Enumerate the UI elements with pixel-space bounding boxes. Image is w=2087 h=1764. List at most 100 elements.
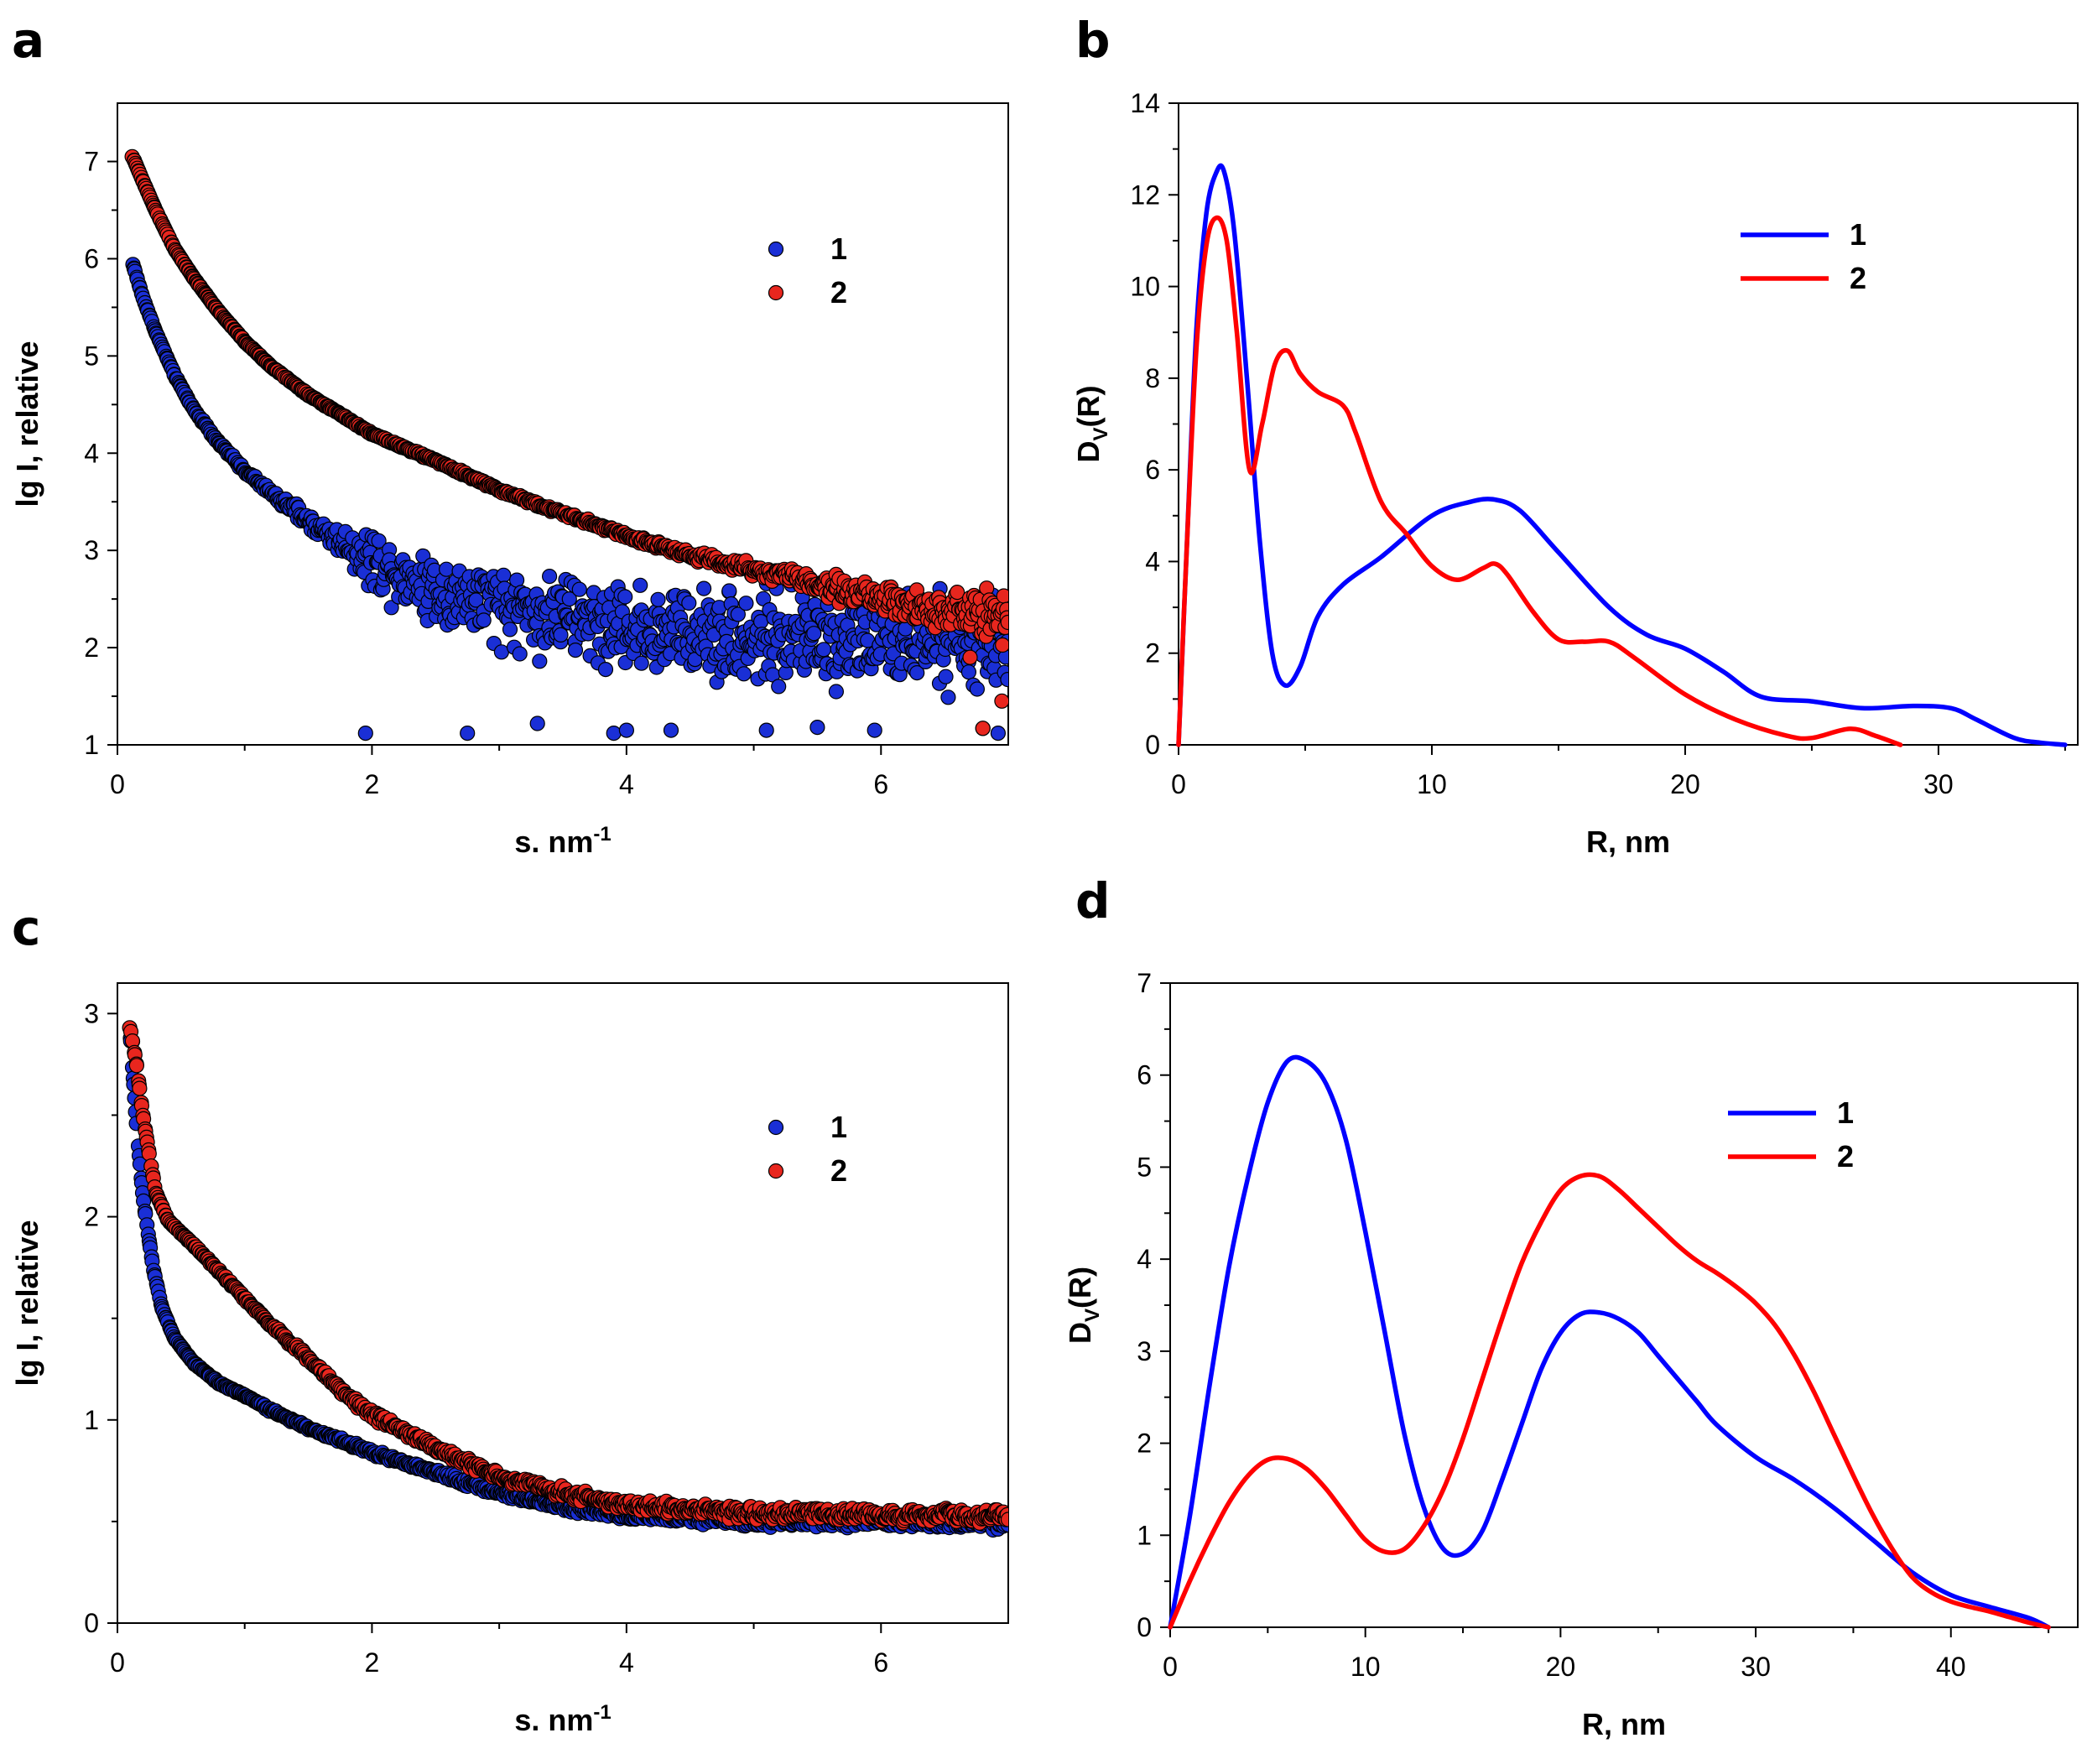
data-point-outlier <box>962 649 978 665</box>
data-point <box>632 577 648 593</box>
y-tick-label: 12 <box>1130 180 1160 210</box>
y-tick-label: 0 <box>84 1608 99 1638</box>
legend: 12 <box>768 1110 847 1188</box>
legend: 12 <box>1728 1095 1854 1173</box>
x-tick-label: 40 <box>1936 1652 1966 1682</box>
y-tick-label: 4 <box>1137 1244 1152 1274</box>
data-point-outlier <box>618 722 635 738</box>
x-tick-label: 0 <box>110 1647 125 1678</box>
data-point <box>736 666 752 682</box>
y-axis-label: DV(R) <box>1071 386 1112 463</box>
data-point-outlier <box>758 722 774 738</box>
y-tick-label: 6 <box>1137 1060 1152 1090</box>
data-point <box>771 679 787 695</box>
legend-marker-2 <box>768 1163 784 1179</box>
data-point <box>617 589 633 605</box>
y-tick-label: 3 <box>84 998 99 1028</box>
y-tick-label: 5 <box>84 341 99 371</box>
data-point <box>438 561 455 577</box>
data-point <box>960 664 977 680</box>
x-tick-label: 2 <box>365 1647 380 1678</box>
data-point <box>532 653 548 669</box>
legend-label-1: 1 <box>1837 1095 1854 1130</box>
x-tick-label: 6 <box>873 769 888 799</box>
x-tick-label: 30 <box>1923 769 1954 799</box>
y-tick-label: 7 <box>1137 968 1152 998</box>
plot-frame <box>1169 982 2079 1628</box>
data-point <box>1000 614 1008 631</box>
series-line-2 <box>1176 215 1903 747</box>
plot-area <box>124 148 1008 742</box>
data-point-outlier <box>975 721 991 736</box>
data-point-outlier <box>994 693 1008 709</box>
data-point-outlier <box>867 722 882 738</box>
data-point <box>806 626 822 642</box>
data-point <box>371 533 387 549</box>
data-point <box>969 681 986 697</box>
y-tick-label: 5 <box>1137 1152 1152 1182</box>
panel-letter-d: d <box>1075 872 1111 929</box>
x-tick-label: 0 <box>1171 769 1186 799</box>
plot-frame <box>1178 102 2079 746</box>
data-point <box>752 613 769 630</box>
x-tick-label: 0 <box>110 769 125 799</box>
data-point <box>940 689 956 705</box>
y-tick-label: 2 <box>84 632 99 663</box>
data-point-outlier <box>663 722 679 738</box>
data-point <box>383 600 399 616</box>
x-tick-label: 4 <box>619 1647 634 1678</box>
y-tick-label: 4 <box>84 438 99 468</box>
y-tick-label: 1 <box>1137 1520 1152 1550</box>
data-point-outlier <box>606 725 622 742</box>
x-tick-label: 30 <box>1741 1652 1771 1682</box>
y-axis-label-suffix: (R) <box>1063 1267 1097 1309</box>
panel-letter-c: c <box>12 899 41 956</box>
legend-label-2: 2 <box>1850 261 1866 295</box>
y-axis-label-suffix: (R) <box>1071 386 1106 428</box>
y-tick-label: 0 <box>1145 730 1160 760</box>
x-tick-label: 20 <box>1546 1652 1576 1682</box>
legend-label-1: 1 <box>830 232 847 266</box>
data-point-outlier <box>357 725 373 742</box>
series-line-1 <box>1176 163 2068 747</box>
y-tick-label: 3 <box>1137 1336 1152 1366</box>
panel-letter-b: b <box>1075 12 1111 69</box>
y-tick-label: 2 <box>1145 638 1160 669</box>
legend-label-1: 1 <box>830 1110 847 1144</box>
y-tick-label: 2 <box>1137 1428 1152 1459</box>
plot-frame <box>117 102 1009 746</box>
data-point <box>738 596 754 611</box>
data-point <box>132 1080 148 1096</box>
y-axis-label: DV(R) <box>1063 1267 1104 1344</box>
y-tick-label: 10 <box>1130 272 1160 302</box>
y-axis-label-sub: V <box>1081 1309 1104 1322</box>
x-tick-label: 10 <box>1417 769 1447 799</box>
y-tick-label: 0 <box>1137 1612 1152 1642</box>
data-point <box>128 1058 144 1074</box>
legend-label-2: 2 <box>1837 1139 1854 1173</box>
legend-marker-1 <box>768 1119 784 1136</box>
data-point <box>468 592 484 608</box>
series-2 <box>122 1020 1008 1531</box>
x-tick-label: 2 <box>365 769 380 799</box>
series-2 <box>124 148 1008 736</box>
panel-letter-a: a <box>12 12 45 69</box>
series-line-2 <box>1168 1172 2051 1630</box>
data-point <box>141 1146 157 1162</box>
y-tick-label: 1 <box>84 730 99 760</box>
y-tick-label: 8 <box>1145 363 1160 393</box>
series-line-1 <box>1168 1054 2051 1630</box>
data-point <box>597 661 614 678</box>
data-point <box>681 595 697 611</box>
x-axis-label-sup: -1 <box>593 823 611 846</box>
data-point <box>1000 672 1008 688</box>
data-point <box>828 684 845 700</box>
plot-area <box>122 1020 1008 1538</box>
data-point-outlier <box>809 719 825 736</box>
data-point <box>502 622 518 637</box>
data-point <box>476 612 492 628</box>
x-tick-label: 6 <box>873 1647 888 1678</box>
x-axis-label-sup: -1 <box>593 1701 611 1724</box>
